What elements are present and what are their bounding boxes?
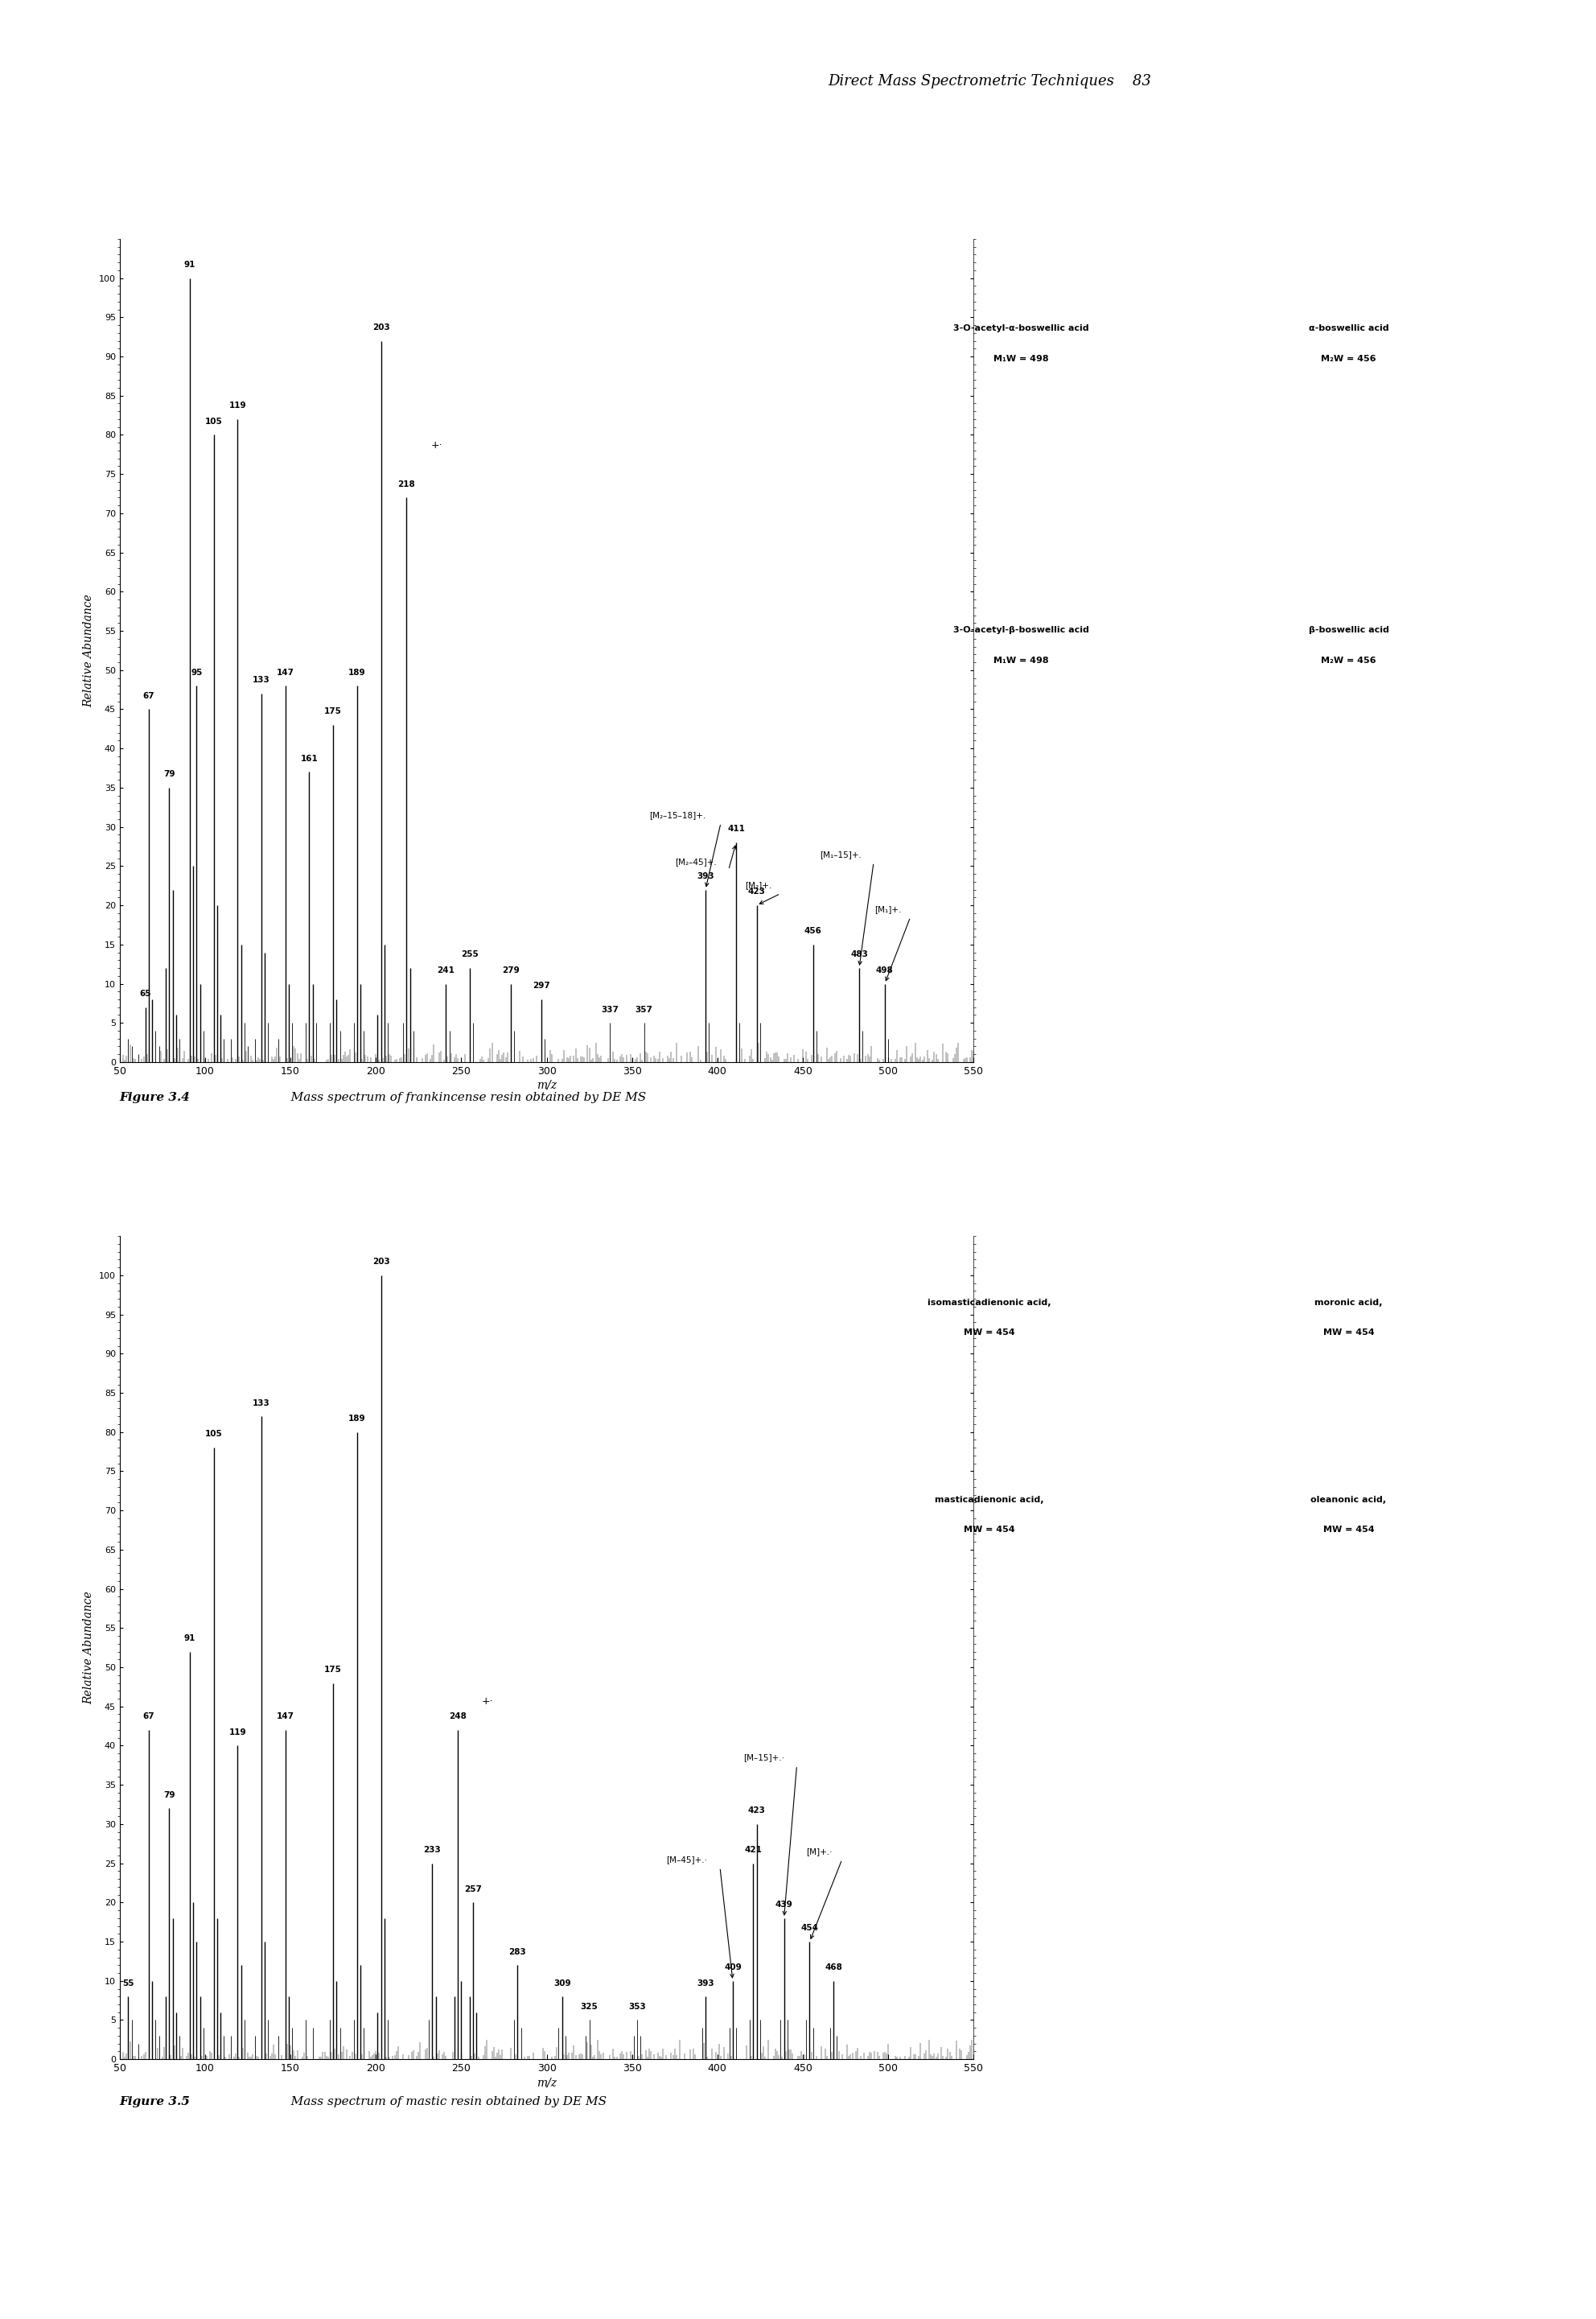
- Text: 65: 65: [139, 990, 152, 997]
- Text: M₁W = 498: M₁W = 498: [994, 355, 1049, 362]
- Text: isomasticadienonic acid,: isomasticadienonic acid,: [927, 1299, 1052, 1306]
- Text: 423: 423: [749, 888, 766, 895]
- Text: 175: 175: [324, 707, 342, 717]
- Text: 257: 257: [464, 1885, 482, 1892]
- X-axis label: m/z: m/z: [536, 1081, 557, 1092]
- Y-axis label: Relative Abundance: Relative Abundance: [83, 1591, 94, 1704]
- Text: 133: 133: [252, 1398, 270, 1408]
- Text: [M–15]+.·: [M–15]+.·: [744, 1753, 784, 1762]
- Text: 91: 91: [184, 260, 195, 269]
- Text: Direct Mass Spectrometric Techniques    83: Direct Mass Spectrometric Techniques 83: [828, 74, 1151, 88]
- X-axis label: m/z: m/z: [536, 2078, 557, 2089]
- Text: 309: 309: [554, 1978, 571, 1987]
- Text: 233: 233: [423, 1846, 440, 1853]
- Text: +·: +·: [482, 1695, 493, 1707]
- Text: +·: +·: [431, 441, 442, 450]
- Text: MW = 454: MW = 454: [1323, 1526, 1374, 1533]
- Text: MW = 454: MW = 454: [1323, 1329, 1374, 1336]
- Text: 279: 279: [503, 967, 520, 974]
- Text: 161: 161: [300, 754, 318, 763]
- Text: 325: 325: [581, 2004, 598, 2011]
- Y-axis label: Relative Abundance: Relative Abundance: [83, 594, 94, 707]
- Text: 393: 393: [697, 872, 713, 881]
- Text: 147: 147: [276, 668, 294, 677]
- Text: Mass spectrum of mastic resin obtained by DE MS: Mass spectrum of mastic resin obtained b…: [279, 2096, 606, 2108]
- Text: 133: 133: [252, 677, 270, 684]
- Text: 203: 203: [372, 1257, 389, 1266]
- Text: 248: 248: [448, 1711, 466, 1721]
- Text: moronic acid,: moronic acid,: [1315, 1299, 1382, 1306]
- Text: 411: 411: [728, 826, 745, 833]
- Text: [M₂]+.: [M₂]+.: [745, 881, 771, 890]
- Text: oleanonic acid,: oleanonic acid,: [1310, 1496, 1387, 1503]
- Text: 95: 95: [192, 668, 203, 677]
- Text: 3-O-acetyl-β-boswellic acid: 3-O-acetyl-β-boswellic acid: [953, 626, 1090, 633]
- Text: 483: 483: [851, 951, 868, 958]
- Text: 3-O-acetyl-α-boswellic acid: 3-O-acetyl-α-boswellic acid: [954, 325, 1088, 332]
- Text: M₁W = 498: M₁W = 498: [994, 656, 1049, 663]
- Text: 119: 119: [228, 1728, 246, 1737]
- Text: 67: 67: [144, 1711, 155, 1721]
- Text: Figure 3.4: Figure 3.4: [120, 1092, 190, 1104]
- Text: 353: 353: [629, 2004, 646, 2011]
- Text: MW = 454: MW = 454: [964, 1329, 1015, 1336]
- Text: 255: 255: [461, 951, 479, 958]
- Text: 468: 468: [825, 1964, 843, 1971]
- Text: 91: 91: [184, 1635, 195, 1642]
- Text: 218: 218: [397, 480, 415, 489]
- Text: Figure 3.5: Figure 3.5: [120, 2096, 190, 2108]
- Text: 423: 423: [749, 1807, 766, 1816]
- Text: masticadienonic acid,: masticadienonic acid,: [935, 1496, 1044, 1503]
- Text: 55: 55: [123, 1978, 134, 1987]
- Text: 393: 393: [697, 1978, 713, 1987]
- Text: 79: 79: [163, 1790, 176, 1800]
- Text: 409: 409: [725, 1964, 742, 1971]
- Text: [M₂–15–18]+.: [M₂–15–18]+.: [650, 812, 705, 819]
- Text: 241: 241: [437, 967, 455, 974]
- Text: M₂W = 456: M₂W = 456: [1321, 656, 1376, 663]
- Text: 357: 357: [635, 1006, 653, 1013]
- Text: M₂W = 456: M₂W = 456: [1321, 355, 1376, 362]
- Text: 79: 79: [163, 770, 176, 779]
- Text: 203: 203: [372, 322, 389, 332]
- Text: 456: 456: [804, 928, 822, 935]
- Text: β-boswellic acid: β-boswellic acid: [1309, 626, 1389, 633]
- Text: 175: 175: [324, 1665, 342, 1674]
- Text: 67: 67: [144, 691, 155, 700]
- Text: α-boswellic acid: α-boswellic acid: [1309, 325, 1389, 332]
- Text: 421: 421: [744, 1846, 761, 1853]
- Text: 189: 189: [348, 1415, 365, 1422]
- Text: [M₁]+.: [M₁]+.: [875, 904, 902, 914]
- Text: 119: 119: [228, 401, 246, 410]
- Text: 439: 439: [776, 1902, 793, 1909]
- Text: 105: 105: [204, 417, 222, 424]
- Text: 283: 283: [509, 1948, 527, 1955]
- Text: [M–45]+.·: [M–45]+.·: [666, 1855, 707, 1862]
- Text: 337: 337: [602, 1006, 619, 1013]
- Text: 454: 454: [801, 1925, 819, 1932]
- Text: 105: 105: [204, 1431, 222, 1438]
- Text: 297: 297: [533, 981, 551, 990]
- Text: [M]+.·: [M]+.·: [806, 1848, 833, 1855]
- Text: 498: 498: [876, 967, 894, 974]
- Text: [M₂–45]+.: [M₂–45]+.: [675, 858, 717, 865]
- Text: [M₁–15]+.: [M₁–15]+.: [820, 851, 862, 858]
- Text: 189: 189: [348, 668, 365, 677]
- Text: MW = 454: MW = 454: [964, 1526, 1015, 1533]
- Text: Mass spectrum of frankincense resin obtained by DE MS: Mass spectrum of frankincense resin obta…: [279, 1092, 646, 1104]
- Text: 147: 147: [276, 1711, 294, 1721]
